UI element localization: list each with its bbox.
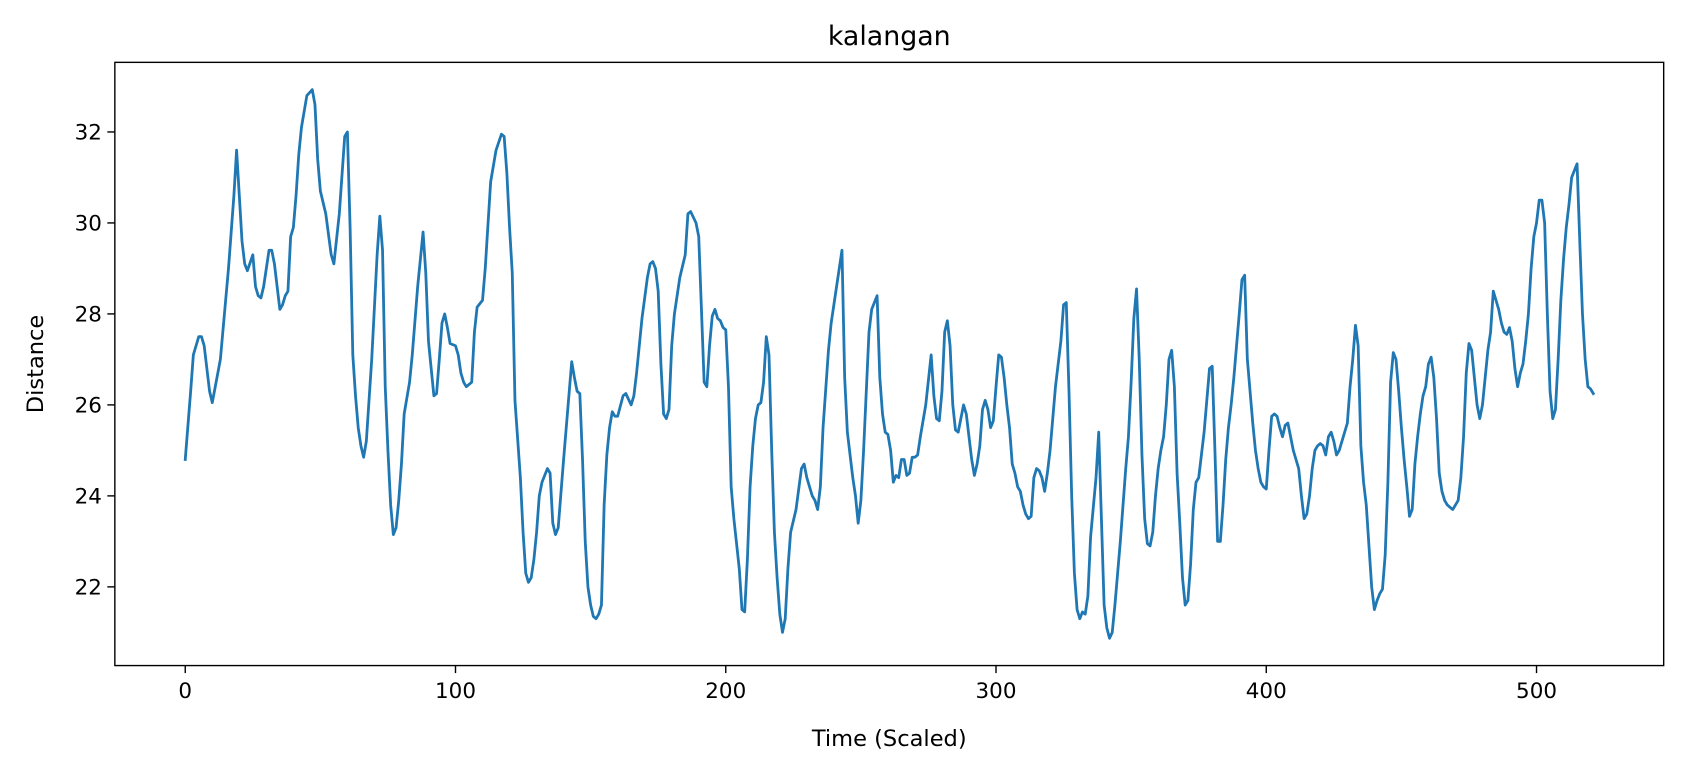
- axes-frame: [114, 61, 1665, 667]
- chart-title: kalangan: [828, 21, 951, 52]
- x-tick-label: 100: [435, 679, 476, 704]
- x-tick-label: 500: [1516, 679, 1557, 704]
- y-tick-label: 30: [75, 211, 102, 236]
- plot-area: [183, 88, 1596, 640]
- x-tick-label: 0: [178, 679, 192, 704]
- line-series: [183, 88, 1596, 640]
- y-tick-label: 22: [75, 575, 102, 600]
- y-axis-label: Distance: [23, 315, 49, 414]
- y-tick-label: 26: [75, 393, 102, 418]
- x-tick-label: 400: [1246, 679, 1287, 704]
- y-tick-label: 28: [75, 302, 102, 327]
- x-axis-label: Time (Scaled): [811, 726, 967, 752]
- y-tick-label: 24: [75, 484, 102, 509]
- x-tick-label: 300: [976, 679, 1017, 704]
- x-tick-label: 200: [705, 679, 746, 704]
- y-tick-label: 32: [75, 120, 102, 145]
